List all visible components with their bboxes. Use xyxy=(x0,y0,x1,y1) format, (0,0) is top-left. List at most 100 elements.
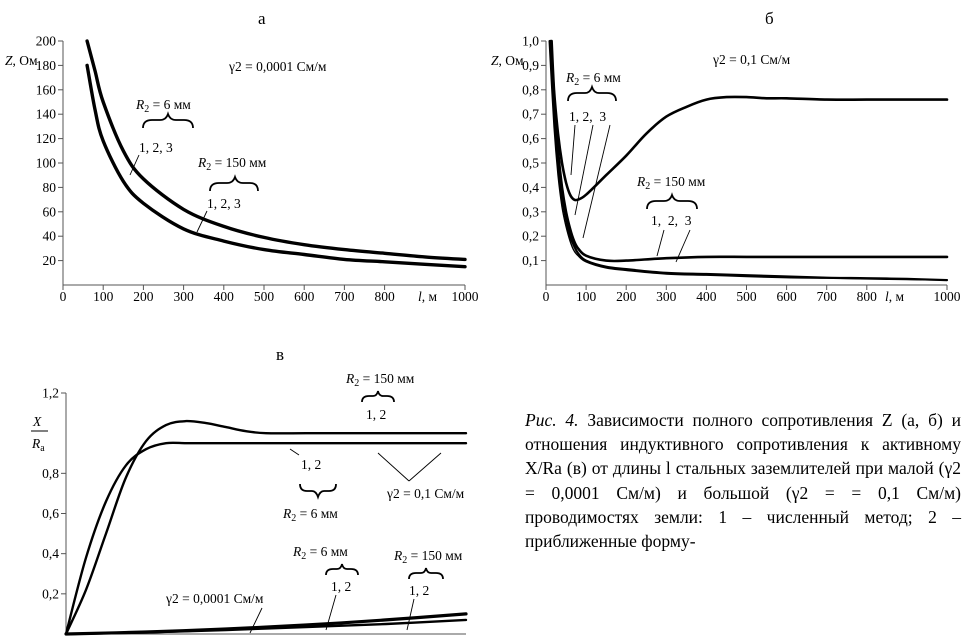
panel-c-6mm-mid-curves: 1, 2 xyxy=(301,457,321,472)
panel-c-150mm-top-radius: R2 = 150 мм xyxy=(345,371,415,389)
panel-a-series xyxy=(85,39,467,269)
panel-c-ann-gamma-01: γ2 = 0,1 См/м xyxy=(377,452,465,501)
panel-c-y-label-numerator: X xyxy=(32,414,42,429)
panel-c-ann-6mm-mid: 1, 2 R2 = 6 мм xyxy=(282,448,338,524)
panel-c-brace-150mm-top xyxy=(361,390,395,403)
y-tick-label: 0,2 xyxy=(42,586,59,601)
x-tick-label: 200 xyxy=(616,289,637,304)
y-tick-label: 0,2 xyxy=(522,229,539,244)
panel-c-150mm-low-curves: 1, 2 xyxy=(409,583,429,598)
x-tick-label: 700 xyxy=(334,289,355,304)
panel-c-y-label-denominator: Ra xyxy=(31,436,45,454)
panel-c-pointer-6mm-low xyxy=(325,594,337,631)
y-tick-label: 0,7 xyxy=(522,107,539,122)
panel-c-gamma-00001: γ2 = 0,0001 См/м xyxy=(165,591,264,606)
y-tick-label: 0,8 xyxy=(522,82,539,97)
panel-a-pointer-6mm xyxy=(129,154,140,176)
y-tick-label: 200 xyxy=(36,34,57,49)
y-tick-label: 0,8 xyxy=(42,466,59,481)
series-line-2 xyxy=(64,441,468,636)
panel-c-pointer-150mm-low xyxy=(406,598,415,631)
panel-a-group-150mm-radius: R2 = 150 мм xyxy=(197,155,267,173)
panel-a-group-6mm: R2 = 6 мм 1, 2, 3 xyxy=(129,97,194,176)
panel-b-group-150mm-radius: R2 = 150 мм xyxy=(636,174,706,192)
panel-b-x-axis-label: l, м xyxy=(885,289,905,304)
y-tick-label: 0,6 xyxy=(522,131,539,146)
x-tick-label: 500 xyxy=(736,289,757,304)
panel-b-pointer-150mm-1 xyxy=(656,229,665,257)
panel-c-ann-6mm-low: R2 = 6 мм 1, 2 xyxy=(292,544,359,631)
panel-c-title: в xyxy=(276,345,284,364)
panel-a-x-axis-label: l, м xyxy=(418,289,438,304)
caption-text: Зависимости полного сопротивления Z (а, … xyxy=(525,410,962,552)
panel-b-title: б xyxy=(765,9,774,28)
y-tick-label: 0,4 xyxy=(522,180,539,195)
panel-c-pointer-6mm-mid xyxy=(289,448,300,456)
x-tick-label: 700 xyxy=(817,289,838,304)
x-tick-label: 800 xyxy=(374,289,395,304)
series-line-4 xyxy=(548,40,948,281)
panel-b-group-6mm: R2 = 6 мм 1, 2, 3 xyxy=(565,70,621,239)
y-tick-label: 0,5 xyxy=(522,156,539,171)
y-tick-label: 20 xyxy=(43,253,57,268)
panel-b-x-ticks: 0 100 200 300 400 500 600 700 800 1000 xyxy=(543,285,961,304)
panel-a-y-ticks: 20 40 60 80 100 120 140 160 180 200 xyxy=(36,34,63,268)
y-tick-label: 1,2 xyxy=(42,386,59,401)
x-tick-label: 0 xyxy=(60,289,67,304)
y-tick-label: 0,1 xyxy=(522,253,539,268)
panel-b-group-6mm-curves: 1, 2, 3 xyxy=(569,109,606,124)
panel-a-title: а xyxy=(258,9,266,28)
panel-c-pointer-gamma-00001 xyxy=(249,607,263,634)
panel-a-brace-150mm xyxy=(209,174,259,192)
series-line-4 xyxy=(64,618,468,636)
panel-a-x-ticks: 0 100 200 300 400 500 600 700 800 1000 xyxy=(60,285,479,304)
panel-a-group-150mm-curves: 1, 2, 3 xyxy=(207,196,241,211)
panel-b-pointer-150mm-2 xyxy=(675,229,691,263)
x-tick-label: 600 xyxy=(776,289,797,304)
panel-a-pointer-150mm xyxy=(196,210,208,233)
y-tick-label: 1,0 xyxy=(522,34,539,49)
y-tick-label: 100 xyxy=(36,156,57,171)
x-tick-label: 600 xyxy=(294,289,315,304)
y-tick-label: 180 xyxy=(36,58,57,73)
x-tick-label: 300 xyxy=(656,289,677,304)
panel-c-6mm-low-curves: 1, 2 xyxy=(331,579,351,594)
panel-a: а 20 40 60 80 100 120 140 160 180 200 0 100 200 300 4… xyxy=(5,9,479,304)
series-line-2 xyxy=(549,39,949,263)
panel-b-brace-6mm xyxy=(567,84,617,102)
series-line-1 xyxy=(85,39,467,262)
panel-a-group-150mm: R2 = 150 мм 1, 2, 3 xyxy=(196,155,267,233)
panel-a-group-6mm-curves: 1, 2, 3 xyxy=(139,140,173,155)
panel-c-150mm-low-radius: R2 = 150 мм xyxy=(393,548,463,566)
y-tick-label: 160 xyxy=(36,82,57,97)
panel-b-group-6mm-radius: R2 = 6 мм xyxy=(565,70,621,88)
panel-b-group-150mm: R2 = 150 мм 1, 2, 3 xyxy=(636,174,706,263)
x-tick-label: 100 xyxy=(93,289,114,304)
y-tick-label: 0,3 xyxy=(522,204,539,219)
x-tick-label: 0 xyxy=(543,289,550,304)
x-tick-label: 800 xyxy=(857,289,878,304)
x-tick-label: 500 xyxy=(254,289,275,304)
figure-caption: Рис. 4. Зависимости полного сопротивлени… xyxy=(525,408,961,553)
panel-c-brace-6mm-mid xyxy=(299,483,337,500)
panel-a-y-axis-label: Z, Ом xyxy=(5,53,38,68)
panel-a-brace-6mm xyxy=(142,111,194,129)
y-tick-label: 0,6 xyxy=(42,506,59,521)
panel-c-6mm-low-radius: R2 = 6 мм xyxy=(292,544,348,562)
x-tick-label: 200 xyxy=(133,289,154,304)
panel-b-gamma: γ2 = 0,1 См/м xyxy=(712,52,791,67)
panel-c-y-axis-label: X Ra xyxy=(31,414,48,454)
panel-c-series xyxy=(64,419,468,636)
panel-c-ann-150mm-low: R2 = 150 мм 1, 2 xyxy=(393,548,463,631)
y-tick-label: 140 xyxy=(36,107,57,122)
panel-b-group-150mm-curves: 1, 2, 3 xyxy=(651,213,692,228)
y-tick-label: 80 xyxy=(43,180,57,195)
y-tick-label: 40 xyxy=(43,229,57,244)
panel-c-brace-150mm-low xyxy=(408,567,444,580)
panel-c-gamma-01: γ2 = 0,1 См/м xyxy=(386,486,465,501)
series-line-1 xyxy=(64,419,468,636)
panel-c-pointer-gamma-01-b xyxy=(408,452,442,482)
y-tick-label: 120 xyxy=(36,131,57,146)
panel-b-pointer-6mm-1 xyxy=(570,124,576,176)
